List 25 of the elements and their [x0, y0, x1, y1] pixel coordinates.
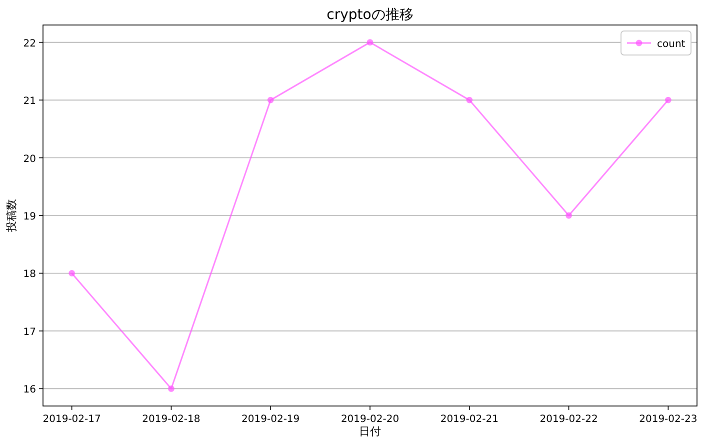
x-axis-title: 日付 [359, 425, 381, 438]
x-tick-label: 2019-02-23 [639, 414, 698, 425]
point [267, 96, 274, 104]
point [366, 39, 374, 46]
x-tick-label: 2019-02-17 [42, 414, 101, 425]
legend-label: count [657, 39, 686, 50]
y-tick-label: 20 [23, 154, 36, 165]
x-tick-label: 2019-02-21 [440, 414, 498, 425]
chart-title: cryptoの推移 [326, 7, 414, 23]
point [68, 270, 76, 276]
y-tick-label: 18 [23, 269, 36, 280]
y-tick-label: 21 [23, 96, 36, 108]
y-tick-label: 19 [23, 212, 36, 222]
x-tick-label: 2019-02-19 [242, 414, 300, 425]
x-tick-label: 2019-02-18 [142, 414, 200, 425]
point [566, 212, 572, 219]
x-tick-label: 2019-02-20 [340, 414, 400, 425]
y-axis-title: 投稿数 [5, 199, 18, 233]
point [466, 96, 473, 104]
x-tick-label: 2019-02-22 [540, 414, 598, 425]
y-tick-label: 22 [23, 38, 36, 50]
point [664, 96, 672, 104]
point [168, 385, 174, 392]
y-tick-label: 17 [23, 326, 36, 338]
y-tick-label: 16 [23, 384, 36, 396]
